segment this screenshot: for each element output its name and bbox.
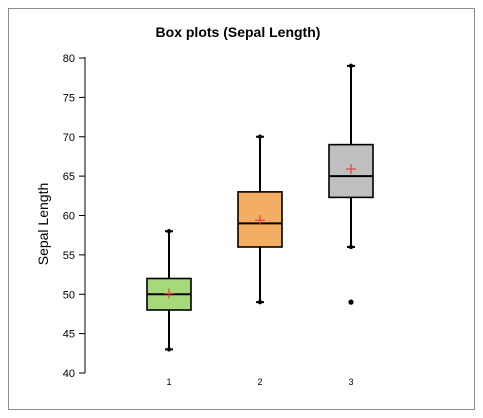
upper-whisker-end-dot bbox=[257, 134, 263, 139]
upper-whisker-end-dot bbox=[348, 63, 354, 69]
y-tick-label: 70 bbox=[63, 132, 75, 144]
y-tick-label: 80 bbox=[63, 53, 75, 65]
x-category-label: 3 bbox=[348, 377, 353, 387]
y-tick-label: 50 bbox=[63, 289, 75, 301]
lower-whisker-end-dot bbox=[348, 244, 354, 250]
y-tick-label: 65 bbox=[63, 171, 75, 183]
x-category-label: 1 bbox=[166, 377, 171, 387]
chart-frame: Box plots (Sepal Length) Sepal Length 40… bbox=[8, 8, 475, 410]
y-tick-label: 75 bbox=[63, 92, 75, 104]
y-tick-label: 40 bbox=[63, 368, 75, 380]
chart-title: Box plots (Sepal Length) bbox=[156, 24, 321, 40]
x-category-label: 2 bbox=[257, 377, 262, 387]
box-2 bbox=[237, 134, 283, 305]
box-plot-chart: Box plots (Sepal Length) Sepal Length 40… bbox=[35, 24, 374, 387]
y-tick-label: 60 bbox=[63, 211, 75, 223]
upper-whisker-end-dot bbox=[166, 229, 172, 234]
box-1 bbox=[146, 229, 192, 352]
lower-whisker-end-dot bbox=[257, 299, 263, 305]
box-3 bbox=[328, 63, 374, 305]
y-axis-label: Sepal Length bbox=[35, 183, 51, 266]
x-axis-categories: 1 2 3 bbox=[166, 377, 353, 387]
y-axis-ticks: 40 45 50 55 60 65 70 75 80 bbox=[63, 53, 85, 380]
y-tick-label: 55 bbox=[63, 250, 75, 262]
lower-whisker-end-dot bbox=[166, 347, 172, 352]
box-series bbox=[146, 63, 374, 352]
outlier-point bbox=[348, 299, 354, 305]
y-tick-label: 45 bbox=[63, 329, 75, 341]
